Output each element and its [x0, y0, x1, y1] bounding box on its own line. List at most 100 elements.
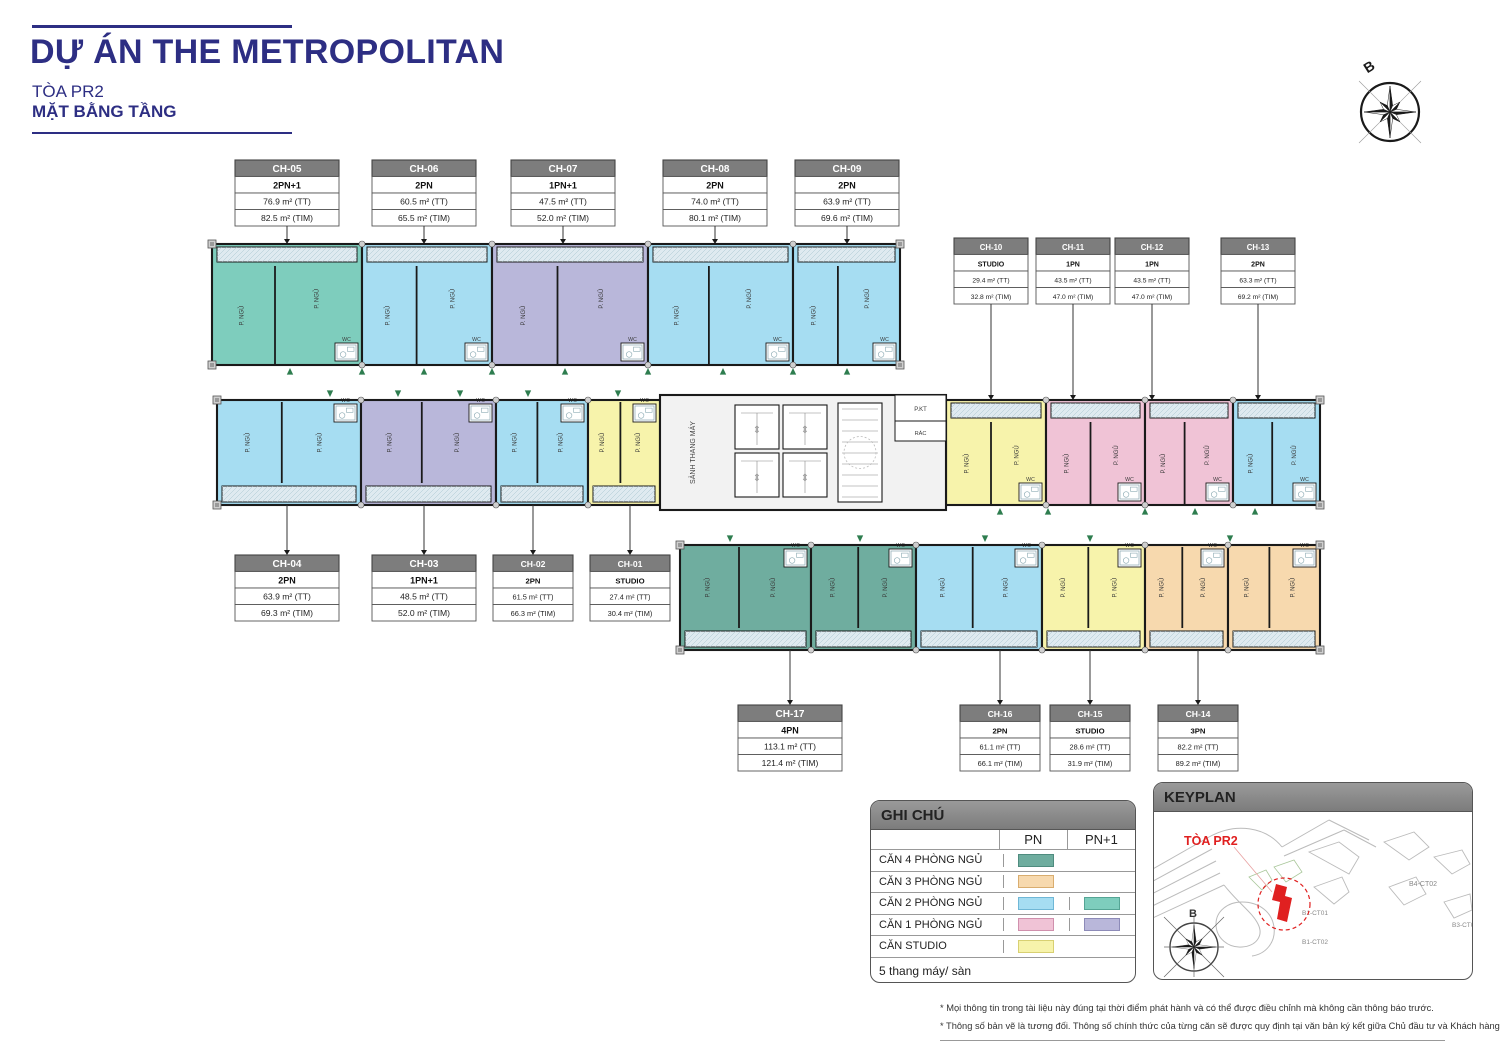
- svg-text:TÒA PR2: TÒA PR2: [1184, 833, 1238, 848]
- svg-text:63.9 m² (TT): 63.9 m² (TT): [263, 592, 311, 602]
- svg-text:63.9 m² (TT): 63.9 m² (TT): [823, 197, 871, 207]
- svg-text:CH-02: CH-02: [521, 559, 546, 569]
- svg-text:CH-09: CH-09: [833, 164, 862, 175]
- svg-text:CH-06: CH-06: [410, 164, 439, 175]
- svg-text:1PN: 1PN: [1066, 261, 1080, 268]
- svg-text:CH-08: CH-08: [701, 164, 730, 175]
- svg-text:⇕: ⇕: [801, 473, 809, 484]
- svg-text:32.8 m² (TIM): 32.8 m² (TIM): [971, 294, 1012, 301]
- svg-text:CH-01: CH-01: [618, 559, 643, 569]
- svg-text:43.5 m² (TT): 43.5 m² (TT): [1133, 278, 1170, 285]
- svg-text:P. NGỦ: P. NGỦ: [770, 578, 777, 598]
- svg-text:P. NGỦ: P. NGỦ: [1159, 578, 1166, 598]
- svg-text:CH-17: CH-17: [776, 709, 805, 720]
- svg-text:CH-16: CH-16: [988, 709, 1013, 719]
- svg-text:43.5 m² (TT): 43.5 m² (TT): [1054, 278, 1091, 285]
- svg-text:WC: WC: [1300, 543, 1309, 549]
- svg-text:⇕: ⇕: [753, 425, 761, 436]
- svg-text:P. NGỦ: P. NGỦ: [1244, 578, 1251, 598]
- svg-text:⇕: ⇕: [801, 425, 809, 436]
- svg-text:P. NGỦ: P. NGỦ: [1248, 454, 1255, 474]
- svg-text:66.3 m² (TIM): 66.3 m² (TIM): [511, 609, 556, 618]
- svg-text:61.5 m² (TT): 61.5 m² (TT): [513, 593, 554, 602]
- svg-text:WC: WC: [476, 398, 485, 404]
- svg-text:CH-11: CH-11: [1062, 243, 1085, 252]
- svg-text:WC: WC: [640, 398, 649, 404]
- svg-text:B3-CT0: B3-CT0: [1452, 922, 1472, 929]
- svg-text:2PN+1: 2PN+1: [273, 180, 301, 190]
- svg-text:STUDIO: STUDIO: [615, 576, 644, 585]
- svg-text:4PN: 4PN: [781, 725, 799, 735]
- svg-text:CH-14: CH-14: [1186, 709, 1211, 719]
- svg-text:74.0 m² (TT): 74.0 m² (TT): [691, 197, 739, 207]
- svg-text:2PN: 2PN: [838, 180, 856, 190]
- svg-text:1PN+1: 1PN+1: [410, 575, 438, 585]
- svg-text:WC: WC: [1208, 543, 1217, 549]
- svg-text:CH-04: CH-04: [273, 559, 302, 570]
- svg-text:P. NGỦ: P. NGỦ: [244, 433, 251, 453]
- svg-text:52.0 m² (TIM): 52.0 m² (TIM): [398, 608, 450, 618]
- svg-text:P. NGỦ: P. NGỦ: [964, 454, 971, 474]
- svg-text:P. NGỦ: P. NGỦ: [239, 306, 246, 326]
- svg-text:P. NGỦ: P. NGỦ: [316, 433, 323, 453]
- svg-text:P. NGỦ: P. NGỦ: [1291, 445, 1298, 465]
- svg-text:WC: WC: [341, 398, 350, 404]
- svg-text:CH-07: CH-07: [549, 164, 578, 175]
- svg-text:WC: WC: [896, 543, 905, 549]
- svg-text:2PN: 2PN: [278, 575, 296, 585]
- svg-text:1PN+1: 1PN+1: [549, 180, 577, 190]
- svg-text:P. NGỦ: P. NGỦ: [1290, 578, 1297, 598]
- svg-text:WC: WC: [1125, 477, 1134, 483]
- svg-text:CH-13: CH-13: [1247, 243, 1270, 252]
- svg-text:47.0 m² (TIM): 47.0 m² (TIM): [1132, 294, 1173, 301]
- svg-text:P. NGỦ: P. NGỦ: [1113, 445, 1120, 465]
- svg-text:P. NGỦ: P. NGỦ: [1200, 578, 1207, 598]
- svg-text:69.6 m² (TIM): 69.6 m² (TIM): [821, 213, 873, 223]
- svg-text:CH-03: CH-03: [410, 559, 439, 570]
- svg-text:47.0 m² (TIM): 47.0 m² (TIM): [1053, 294, 1094, 301]
- svg-text:P. NGỦ: P. NGỦ: [384, 306, 391, 326]
- svg-text:P. NGỦ: P. NGỦ: [454, 433, 461, 453]
- svg-text:69.2 m² (TIM): 69.2 m² (TIM): [1238, 294, 1279, 301]
- svg-text:P. NGỦ: P. NGỦ: [864, 289, 871, 309]
- svg-text:P. NGỦ: P. NGỦ: [811, 306, 818, 326]
- svg-text:P. NGỦ: P. NGỦ: [314, 289, 321, 309]
- svg-text:WC: WC: [791, 543, 800, 549]
- svg-text:3PN: 3PN: [1190, 726, 1205, 735]
- svg-text:P. NGỦ: P. NGỦ: [386, 433, 393, 453]
- svg-text:29.4 m² (TT): 29.4 m² (TT): [972, 278, 1009, 285]
- svg-text:63.3 m² (TT): 63.3 m² (TT): [1239, 278, 1276, 285]
- svg-text:30.4 m² (TIM): 30.4 m² (TIM): [608, 609, 653, 618]
- svg-text:27.4 m² (TT): 27.4 m² (TT): [610, 593, 651, 602]
- svg-text:WC: WC: [628, 337, 637, 343]
- svg-text:P. NGỦ: P. NGỦ: [558, 433, 565, 453]
- svg-text:RÁC: RÁC: [915, 430, 927, 437]
- svg-text:113.1 m² (TT): 113.1 m² (TT): [764, 742, 816, 752]
- svg-text:65.5 m² (TIM): 65.5 m² (TIM): [398, 213, 450, 223]
- svg-text:P. NGỦ: P. NGỦ: [449, 289, 456, 309]
- svg-text:66.1 m² (TIM): 66.1 m² (TIM): [978, 759, 1023, 768]
- svg-text:WC: WC: [773, 337, 782, 343]
- svg-text:P. NGỦ: P. NGỦ: [1160, 454, 1167, 474]
- svg-text:P. NGỦ: P. NGỦ: [674, 306, 681, 326]
- svg-text:2PN: 2PN: [525, 576, 540, 585]
- svg-text:SẢNH THANG MÁY: SẢNH THANG MÁY: [688, 421, 697, 484]
- svg-text:89.2 m² (TIM): 89.2 m² (TIM): [1176, 759, 1221, 768]
- svg-text:STUDIO: STUDIO: [978, 261, 1005, 268]
- svg-text:76.9 m² (TT): 76.9 m² (TT): [263, 197, 311, 207]
- svg-text:2PN: 2PN: [415, 180, 433, 190]
- svg-text:48.5 m² (TT): 48.5 m² (TT): [400, 592, 448, 602]
- svg-text:WC: WC: [1300, 477, 1309, 483]
- svg-text:82.2 m² (TT): 82.2 m² (TT): [1178, 743, 1219, 752]
- svg-text:WC: WC: [1125, 543, 1134, 549]
- svg-text:WC: WC: [472, 337, 481, 343]
- svg-text:STUDIO: STUDIO: [1075, 726, 1104, 735]
- svg-text:2PN: 2PN: [1251, 261, 1265, 268]
- svg-text:P. NGỦ: P. NGỦ: [598, 289, 605, 309]
- svg-text:P. NGỦ: P. NGỦ: [1014, 445, 1021, 465]
- svg-text:P. NGỦ: P. NGỦ: [520, 306, 527, 326]
- svg-text:69.3 m² (TIM): 69.3 m² (TIM): [261, 608, 313, 618]
- svg-text:P. NGỦ: P. NGỦ: [746, 289, 753, 309]
- svg-text:P. NGỦ: P. NGỦ: [939, 578, 946, 598]
- svg-text:P. NGỦ: P. NGỦ: [882, 578, 889, 598]
